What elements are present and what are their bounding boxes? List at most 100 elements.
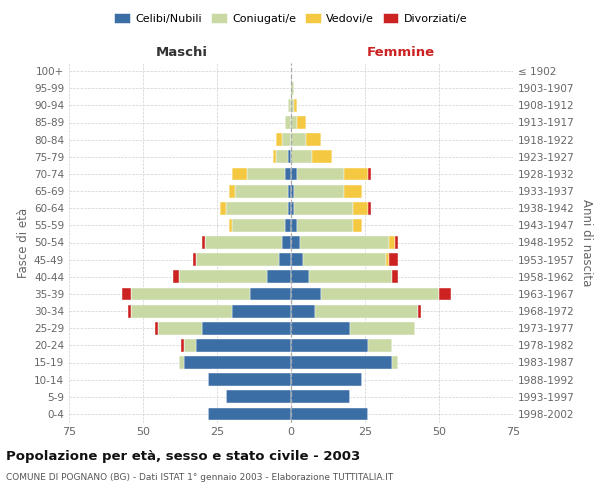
Bar: [300, 236, 389, 249]
Bar: [291, 82, 294, 94]
Bar: [181, 339, 184, 352]
Bar: [285, 116, 291, 129]
Bar: [291, 339, 368, 352]
Bar: [205, 236, 282, 249]
Bar: [291, 390, 350, 403]
Text: COMUNE DI POGNANO (BG) - Dati ISTAT 1° gennaio 2003 - Elaborazione TUTTITALIA.IT: COMUNE DI POGNANO (BG) - Dati ISTAT 1° g…: [6, 472, 393, 482]
Bar: [439, 288, 451, 300]
Bar: [179, 270, 268, 283]
Bar: [232, 168, 247, 180]
Bar: [312, 150, 332, 163]
Y-axis label: Anni di nascita: Anni di nascita: [580, 199, 593, 286]
Bar: [291, 99, 294, 112]
Legend: Celibi/Nubili, Coniugati/e, Vedovi/e, Divorziati/e: Celibi/Nubili, Coniugati/e, Vedovi/e, Di…: [110, 8, 472, 28]
Bar: [291, 253, 303, 266]
Bar: [288, 202, 291, 214]
Bar: [350, 322, 415, 334]
Bar: [282, 236, 291, 249]
Bar: [288, 99, 291, 112]
Bar: [226, 390, 291, 403]
Bar: [196, 253, 279, 266]
Bar: [291, 322, 350, 334]
Bar: [276, 133, 282, 146]
Bar: [155, 322, 158, 334]
Bar: [202, 236, 205, 249]
Bar: [344, 168, 368, 180]
Bar: [353, 202, 368, 214]
Bar: [208, 373, 291, 386]
Bar: [288, 184, 291, 198]
Bar: [202, 322, 291, 334]
Bar: [392, 270, 398, 283]
Bar: [291, 168, 297, 180]
Bar: [268, 270, 291, 283]
Bar: [395, 236, 398, 249]
Bar: [128, 304, 131, 318]
Bar: [220, 202, 226, 214]
Bar: [276, 150, 288, 163]
Bar: [418, 304, 421, 318]
Bar: [226, 202, 288, 214]
Bar: [291, 236, 300, 249]
Bar: [368, 339, 392, 352]
Bar: [279, 253, 291, 266]
Bar: [273, 150, 276, 163]
Bar: [392, 356, 398, 369]
Text: Femmine: Femmine: [367, 46, 434, 59]
Bar: [294, 99, 297, 112]
Bar: [285, 168, 291, 180]
Bar: [291, 184, 294, 198]
Bar: [344, 184, 362, 198]
Bar: [297, 219, 353, 232]
Bar: [291, 304, 314, 318]
Bar: [291, 150, 312, 163]
Bar: [158, 322, 202, 334]
Bar: [232, 304, 291, 318]
Bar: [285, 219, 291, 232]
Bar: [131, 288, 250, 300]
Bar: [208, 408, 291, 420]
Bar: [294, 202, 353, 214]
Y-axis label: Fasce di età: Fasce di età: [17, 208, 30, 278]
Bar: [291, 219, 297, 232]
Bar: [314, 304, 418, 318]
Bar: [297, 116, 306, 129]
Bar: [229, 184, 235, 198]
Bar: [184, 356, 291, 369]
Bar: [291, 202, 294, 214]
Bar: [193, 253, 196, 266]
Text: Maschi: Maschi: [155, 46, 208, 59]
Bar: [291, 408, 368, 420]
Bar: [291, 133, 306, 146]
Bar: [389, 253, 398, 266]
Bar: [196, 339, 291, 352]
Bar: [368, 202, 371, 214]
Bar: [306, 133, 320, 146]
Bar: [232, 219, 285, 232]
Bar: [288, 150, 291, 163]
Bar: [309, 270, 392, 283]
Bar: [297, 168, 344, 180]
Bar: [122, 288, 131, 300]
Bar: [320, 288, 439, 300]
Bar: [303, 253, 386, 266]
Bar: [131, 304, 232, 318]
Bar: [389, 236, 395, 249]
Bar: [250, 288, 291, 300]
Bar: [368, 168, 371, 180]
Bar: [235, 184, 288, 198]
Bar: [291, 373, 362, 386]
Bar: [179, 356, 184, 369]
Text: Popolazione per età, sesso e stato civile - 2003: Popolazione per età, sesso e stato civil…: [6, 450, 360, 463]
Bar: [247, 168, 285, 180]
Bar: [353, 219, 362, 232]
Bar: [229, 219, 232, 232]
Bar: [282, 133, 291, 146]
Bar: [291, 270, 309, 283]
Bar: [294, 184, 344, 198]
Bar: [173, 270, 179, 283]
Bar: [291, 356, 392, 369]
Bar: [386, 253, 389, 266]
Bar: [291, 116, 297, 129]
Bar: [291, 288, 320, 300]
